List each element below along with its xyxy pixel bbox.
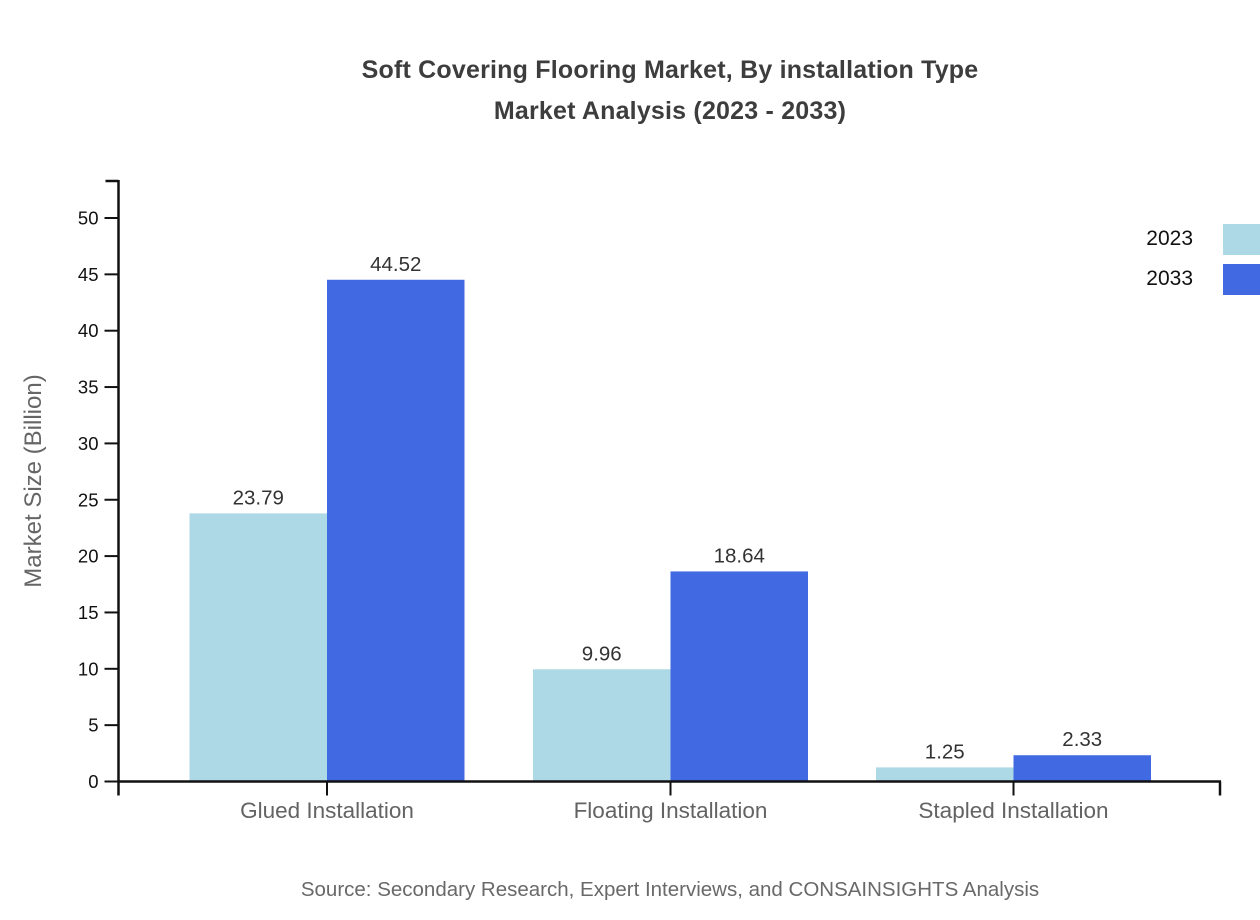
- y-tick-label: 25: [78, 489, 99, 510]
- bar-2023-glued-installation: [189, 513, 327, 782]
- legend-swatch-2023: [1223, 223, 1260, 255]
- y-tick-label: 10: [78, 658, 99, 679]
- bar-value-label: 18.64: [714, 544, 765, 567]
- bar-2033-floating-installation: [670, 571, 808, 782]
- chart-title-line2: Market Analysis (2023 - 2033): [493, 97, 847, 125]
- bar-value-label: 1.25: [925, 740, 965, 763]
- x-category-label: Floating Installation: [574, 798, 768, 823]
- legend-item-2033: 2033: [1100, 259, 1260, 299]
- chart-title: Soft Covering Flooring Market, By instal…: [80, 50, 1260, 132]
- source-note: Source: Secondary Research, Expert Inter…: [300, 878, 1040, 901]
- bar-value-label: 23.79: [233, 486, 284, 509]
- bar-2023-stapled-installation: [876, 767, 1014, 782]
- legend: 2023 2033: [1100, 219, 1260, 299]
- y-tick-label: 20: [78, 546, 99, 567]
- bar-2033-stapled-installation: [1013, 755, 1151, 782]
- legend-swatch-2033: [1223, 263, 1260, 295]
- y-tick-label: 5: [88, 715, 98, 736]
- y-tick-label: 30: [78, 433, 99, 454]
- x-category-label: Glued Installation: [240, 798, 414, 823]
- y-tick-label: 15: [78, 602, 99, 623]
- legend-label-2033: 2033: [1146, 267, 1193, 290]
- chart-title-line1: Soft Covering Flooring Market, By instal…: [361, 56, 979, 84]
- bar-2033-glued-installation: [327, 279, 465, 782]
- y-tick-label: 0: [88, 771, 98, 792]
- y-tick-label: 40: [78, 320, 99, 341]
- bar-value-label: 2.33: [1062, 728, 1102, 751]
- legend-label-2023: 2023: [1146, 227, 1193, 250]
- legend-item-2023: 2023: [1100, 219, 1260, 259]
- y-tick-label: 35: [78, 377, 99, 398]
- bar-value-label: 44.52: [370, 253, 421, 276]
- y-tick-label: 50: [78, 208, 99, 229]
- bar-2023-floating-installation: [533, 669, 671, 782]
- x-category-label: Stapled Installation: [918, 798, 1108, 823]
- y-tick-label: 45: [78, 264, 99, 285]
- bar-value-label: 9.96: [582, 642, 622, 665]
